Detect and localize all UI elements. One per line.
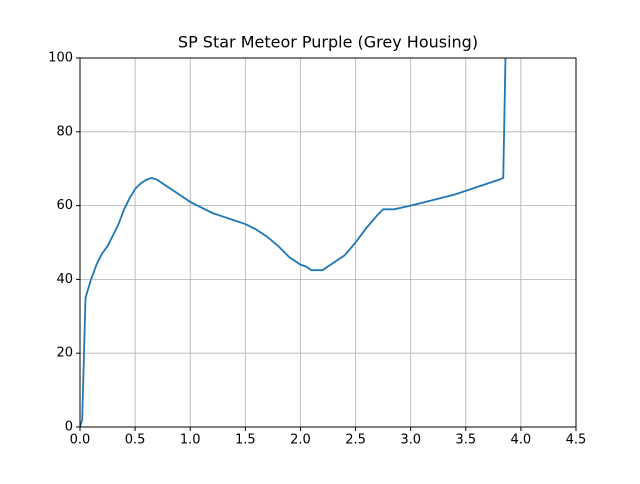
y-tick-label: 80 — [56, 124, 73, 139]
y-tick-label: 60 — [56, 198, 73, 213]
x-tick-label: 4.0 — [511, 433, 532, 448]
y-tick-label: 40 — [56, 272, 73, 287]
x-tick-label: 1.0 — [180, 433, 201, 448]
x-tick-label: 0.5 — [125, 433, 146, 448]
chart-title: SP Star Meteor Purple (Grey Housing) — [178, 33, 478, 52]
x-tick-label: 2.5 — [345, 433, 366, 448]
plot-frame — [79, 57, 577, 428]
x-tick-label: 2.0 — [290, 433, 311, 448]
y-tick-label: 20 — [56, 346, 73, 361]
data-line — [80, 58, 507, 427]
y-tick-label: 100 — [48, 51, 73, 66]
x-tick-label: 1.5 — [235, 433, 256, 448]
x-tick-label: 4.5 — [566, 433, 587, 448]
x-tick-label: 3.5 — [455, 433, 476, 448]
y-tick-label: 0 — [65, 420, 73, 435]
x-tick-label: 3.0 — [400, 433, 421, 448]
x-tick-label: 0.0 — [70, 433, 91, 448]
